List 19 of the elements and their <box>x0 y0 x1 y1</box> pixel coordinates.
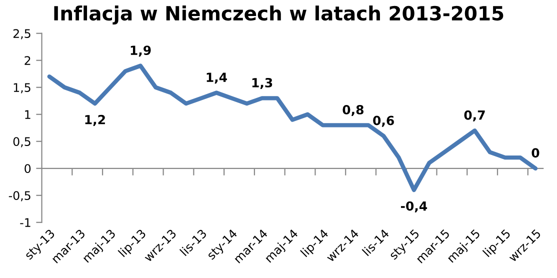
y-tick-label: -0,5 <box>8 191 30 202</box>
y-tick-label: 2,5 <box>13 29 30 40</box>
y-tick-label: 1,5 <box>14 83 30 94</box>
y-tick-label: 0 <box>24 164 31 174</box>
data-label: -0,4 <box>400 201 428 212</box>
data-label: 0,7 <box>464 110 485 122</box>
y-tick-label: 2 <box>24 56 30 65</box>
data-label: 1,2 <box>85 114 105 126</box>
data-label: 1,9 <box>130 46 151 57</box>
line-series <box>47 64 538 192</box>
y-tick-label: 1 <box>25 110 30 119</box>
data-label: 0 <box>532 148 540 158</box>
data-label: 1,3 <box>252 78 272 90</box>
data-label: 1,4 <box>206 72 227 84</box>
y-tick-label: -1 <box>20 218 30 227</box>
y-tick-label: 0,5 <box>13 137 30 148</box>
data-label: 0,8 <box>342 104 364 116</box>
chart-title: Inflacja w Niemczech w latach 2013-2015 <box>54 6 504 25</box>
data-label: 0,6 <box>373 116 394 127</box>
